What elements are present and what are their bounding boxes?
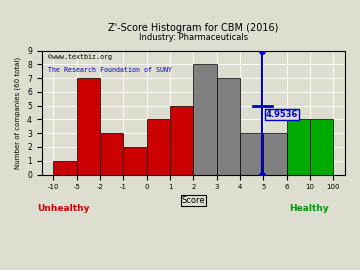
Bar <box>53 161 77 174</box>
Bar <box>263 133 287 174</box>
Bar <box>287 119 310 174</box>
Bar <box>170 106 193 174</box>
Title: Z'-Score Histogram for CBM (2016): Z'-Score Histogram for CBM (2016) <box>108 23 279 33</box>
Text: 4.9536: 4.9536 <box>266 110 298 119</box>
Y-axis label: Number of companies (60 total): Number of companies (60 total) <box>15 56 22 168</box>
Bar <box>77 78 100 174</box>
Text: Unhealthy: Unhealthy <box>37 204 89 213</box>
Text: Score: Score <box>181 195 205 205</box>
Text: The Research Foundation of SUNY: The Research Foundation of SUNY <box>48 67 172 73</box>
Bar <box>193 64 217 174</box>
Bar <box>240 133 263 174</box>
Bar <box>310 119 333 174</box>
Text: ©www.textbiz.org: ©www.textbiz.org <box>48 54 112 60</box>
Bar <box>123 147 147 174</box>
Bar <box>100 133 123 174</box>
Text: Healthy: Healthy <box>289 204 328 213</box>
Text: Industry: Pharmaceuticals: Industry: Pharmaceuticals <box>139 33 248 42</box>
Bar <box>147 119 170 174</box>
Bar <box>217 78 240 174</box>
